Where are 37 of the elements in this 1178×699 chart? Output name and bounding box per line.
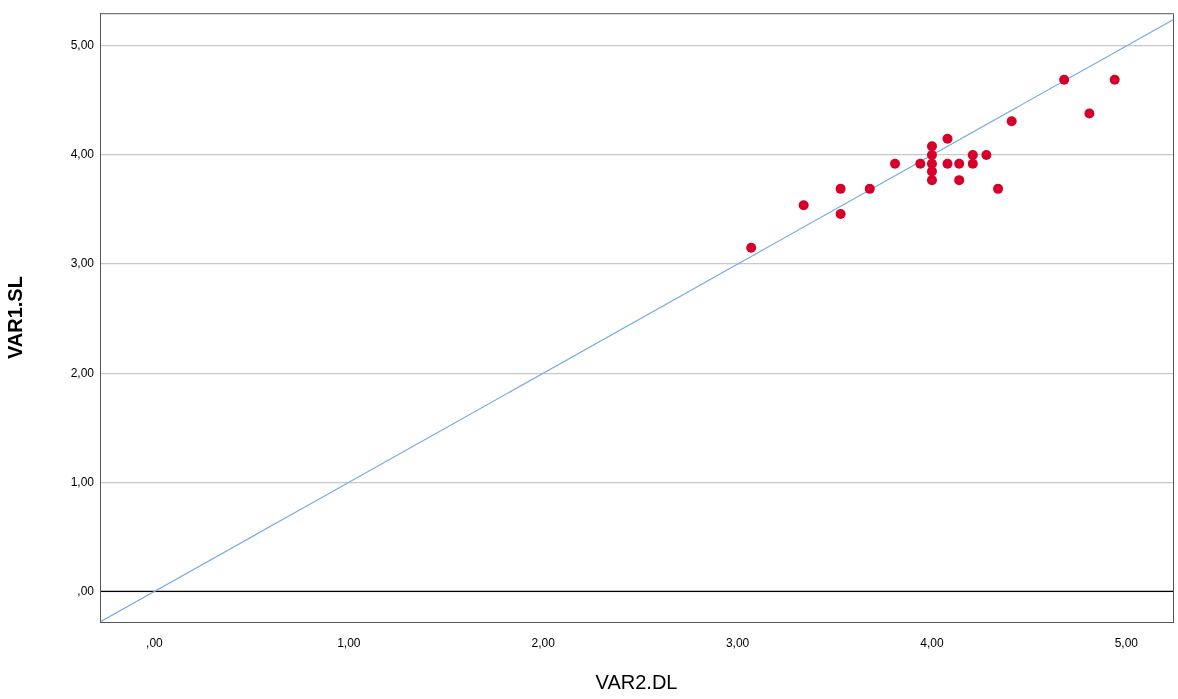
point bbox=[967, 158, 978, 169]
x-tick-label: 1,00 bbox=[337, 635, 361, 650]
y-tick-label: ,00 bbox=[77, 583, 95, 598]
point bbox=[981, 150, 992, 161]
point bbox=[926, 166, 937, 177]
point bbox=[835, 183, 846, 194]
y-tick-label: 3,00 bbox=[70, 256, 95, 271]
point bbox=[954, 158, 965, 169]
x-tick-label: 4,00 bbox=[920, 635, 944, 650]
point bbox=[926, 175, 937, 186]
point bbox=[915, 158, 926, 169]
point bbox=[993, 183, 1004, 194]
x-tick-label: 5,00 bbox=[1114, 635, 1139, 650]
point bbox=[1006, 116, 1017, 127]
point bbox=[890, 158, 901, 169]
x-tick-label: 3,00 bbox=[725, 635, 750, 650]
y-tick-label: 1,00 bbox=[70, 474, 95, 489]
point bbox=[835, 208, 846, 219]
point bbox=[942, 158, 953, 169]
y-tick-label: 4,00 bbox=[70, 147, 95, 162]
point bbox=[798, 200, 809, 211]
x-tick-label: 2,00 bbox=[531, 635, 556, 650]
x-tick-label: ,00 bbox=[146, 635, 164, 650]
point bbox=[926, 150, 937, 161]
point bbox=[942, 133, 953, 144]
point bbox=[926, 141, 937, 152]
x-axis-title: VAR2.DL bbox=[595, 670, 678, 693]
y-tick-label: 5,00 bbox=[70, 38, 95, 53]
point bbox=[864, 183, 875, 194]
point bbox=[954, 175, 965, 186]
point bbox=[746, 242, 757, 253]
y-axis-title: VAR1.SL bbox=[3, 276, 26, 360]
point bbox=[1084, 108, 1095, 119]
point bbox=[1109, 74, 1120, 85]
y-tick-label: 2,00 bbox=[70, 365, 95, 380]
point bbox=[1059, 74, 1070, 85]
point bbox=[967, 150, 978, 161]
